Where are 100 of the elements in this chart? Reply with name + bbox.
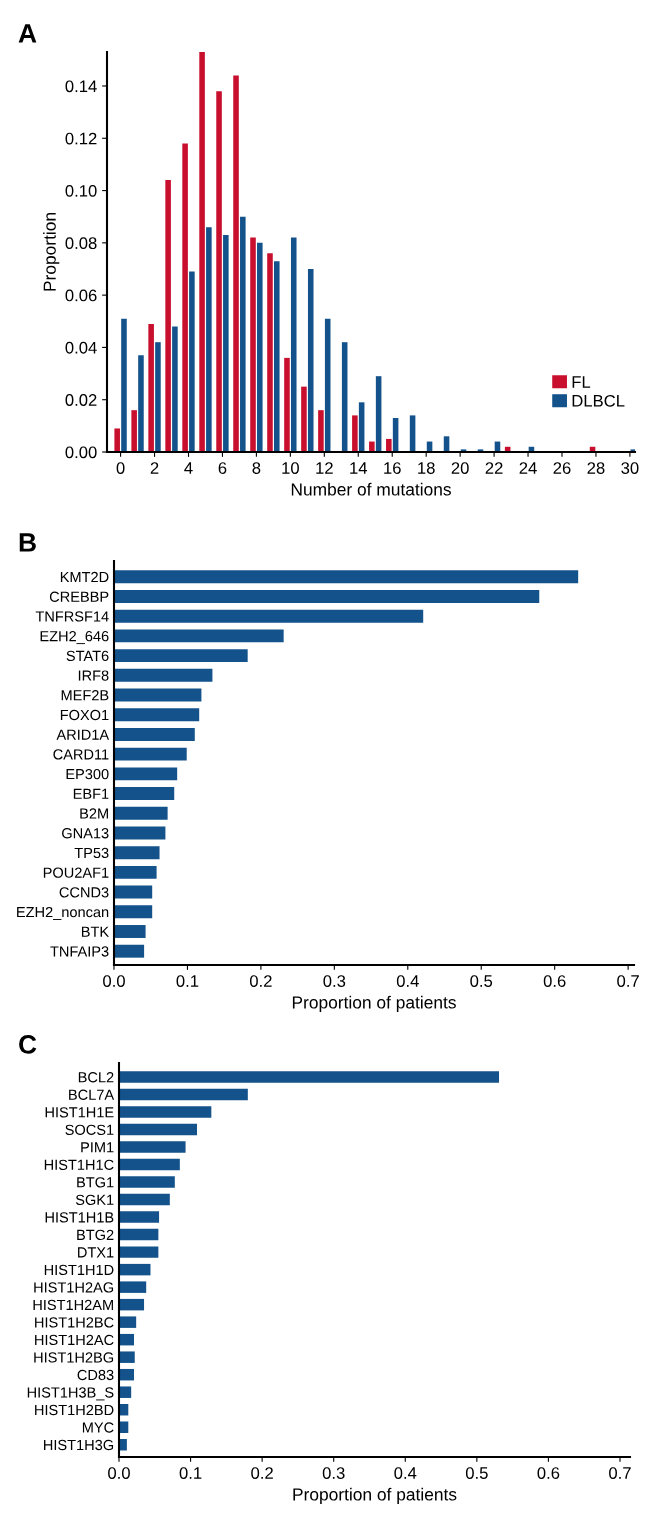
bar bbox=[114, 570, 579, 584]
bar bbox=[172, 326, 178, 452]
bar bbox=[138, 355, 144, 452]
bar bbox=[257, 242, 263, 452]
y-tick-label: HIST1H1D bbox=[44, 1264, 114, 1276]
y-tick-label: HIST1H1E bbox=[45, 1107, 114, 1118]
bar bbox=[119, 1176, 175, 1188]
bar bbox=[250, 237, 256, 452]
y-tick-label: HIST1H3G bbox=[44, 1439, 114, 1451]
x-tick-label: 0.2 bbox=[251, 1467, 273, 1479]
x-tick-label: 0.4 bbox=[394, 1467, 417, 1479]
y-tick-label: CD83 bbox=[77, 1369, 114, 1381]
bar bbox=[119, 1281, 147, 1293]
bar bbox=[114, 590, 540, 603]
bar bbox=[114, 885, 153, 899]
chart-title: B bbox=[19, 533, 36, 552]
bar bbox=[290, 237, 297, 452]
bar bbox=[114, 649, 248, 663]
bar bbox=[119, 1246, 159, 1258]
x-tick-label: 6 bbox=[218, 462, 227, 474]
y-tick-label: 0.14 bbox=[65, 80, 97, 93]
bar bbox=[352, 415, 358, 452]
y-tick-label: 0.00 bbox=[65, 446, 97, 459]
bar bbox=[119, 1351, 135, 1363]
y-tick-label: BTK bbox=[81, 926, 109, 937]
bar bbox=[119, 1386, 132, 1398]
bar bbox=[307, 268, 314, 452]
bar bbox=[119, 1228, 159, 1241]
bar bbox=[318, 410, 324, 452]
x-tick-label: 0.5 bbox=[470, 975, 493, 987]
y-tick-label: GNA13 bbox=[62, 828, 109, 839]
y-tick-label: BCL2 bbox=[78, 1072, 114, 1083]
y-tick-label: MEF2B bbox=[61, 690, 109, 701]
bar bbox=[199, 52, 205, 452]
bar bbox=[119, 1088, 248, 1101]
bar bbox=[119, 1123, 198, 1136]
legend-label: DLBCL bbox=[572, 394, 625, 407]
bar bbox=[114, 806, 168, 820]
bar bbox=[216, 91, 222, 452]
y-tick-label: BTG1 bbox=[77, 1177, 114, 1188]
x-tick-label: 0.3 bbox=[322, 1467, 345, 1479]
bar bbox=[114, 668, 213, 682]
bar bbox=[119, 1141, 186, 1153]
x-tick-label: 14 bbox=[350, 462, 368, 474]
x-axis-title: Proportion of patients bbox=[293, 1487, 457, 1504]
bar bbox=[114, 428, 120, 452]
bar bbox=[284, 357, 290, 452]
bar bbox=[119, 1158, 180, 1171]
bar bbox=[114, 609, 424, 623]
y-tick-label: IRF8 bbox=[78, 670, 109, 681]
bar bbox=[114, 865, 157, 879]
bar bbox=[114, 846, 160, 860]
y-tick-label: HIST1H2BG bbox=[34, 1352, 114, 1363]
bar bbox=[119, 1106, 212, 1118]
y-axis-title: Proportion bbox=[43, 213, 60, 291]
bar bbox=[119, 1421, 129, 1433]
y-tick-label: SOCS1 bbox=[65, 1124, 114, 1135]
bar bbox=[182, 143, 188, 452]
bar bbox=[369, 441, 375, 452]
bar bbox=[114, 629, 284, 643]
y-tick-label: TNFRSF14 bbox=[35, 611, 109, 622]
x-tick-label: 0.1 bbox=[179, 1467, 202, 1479]
bar bbox=[119, 1298, 145, 1311]
bar bbox=[114, 944, 145, 958]
bar bbox=[223, 235, 229, 452]
y-tick-label: POU2AF1 bbox=[43, 867, 109, 878]
bar bbox=[165, 180, 171, 452]
x-tick-label: 20 bbox=[451, 462, 469, 474]
y-tick-label: MYC bbox=[82, 1422, 114, 1433]
bar bbox=[386, 438, 392, 452]
x-tick-label: 0.7 bbox=[609, 1467, 631, 1479]
x-tick-label: 16 bbox=[384, 462, 401, 474]
y-tick-label: 0.02 bbox=[65, 394, 97, 406]
x-tick-label: 4 bbox=[184, 462, 193, 474]
y-tick-label: EBF1 bbox=[73, 788, 109, 799]
bar bbox=[114, 688, 202, 702]
y-tick-label: HIST1H2AM bbox=[33, 1299, 113, 1311]
y-tick-label: HIST1H2BC bbox=[35, 1317, 114, 1328]
chart-title: A bbox=[18, 24, 37, 43]
x-tick-label: 0.4 bbox=[396, 975, 419, 987]
bar bbox=[119, 1193, 170, 1206]
y-tick-label: BTG2 bbox=[77, 1229, 114, 1241]
bar bbox=[121, 318, 127, 452]
y-tick-label: CREBBP bbox=[49, 591, 109, 602]
y-tick-label: EZH2_noncan bbox=[17, 906, 109, 920]
bar bbox=[119, 1071, 500, 1083]
x-tick-label: 26 bbox=[553, 462, 571, 474]
y-tick-label: 0.08 bbox=[65, 237, 97, 250]
x-tick-label: 0.3 bbox=[323, 975, 346, 987]
bar bbox=[148, 323, 154, 452]
y-tick-label: HIST1H2AG bbox=[34, 1282, 114, 1293]
x-tick-label: 0.6 bbox=[543, 975, 566, 987]
bar bbox=[131, 410, 137, 452]
chart-title: C bbox=[19, 1035, 37, 1054]
y-tick-label: KMT2D bbox=[60, 571, 109, 583]
y-tick-label: DTX1 bbox=[78, 1247, 114, 1258]
y-tick-label: 0.12 bbox=[65, 132, 97, 145]
y-tick-label: TNFAIP3 bbox=[50, 946, 109, 957]
bar bbox=[189, 271, 195, 452]
x-tick-label: 0.7 bbox=[617, 975, 639, 987]
